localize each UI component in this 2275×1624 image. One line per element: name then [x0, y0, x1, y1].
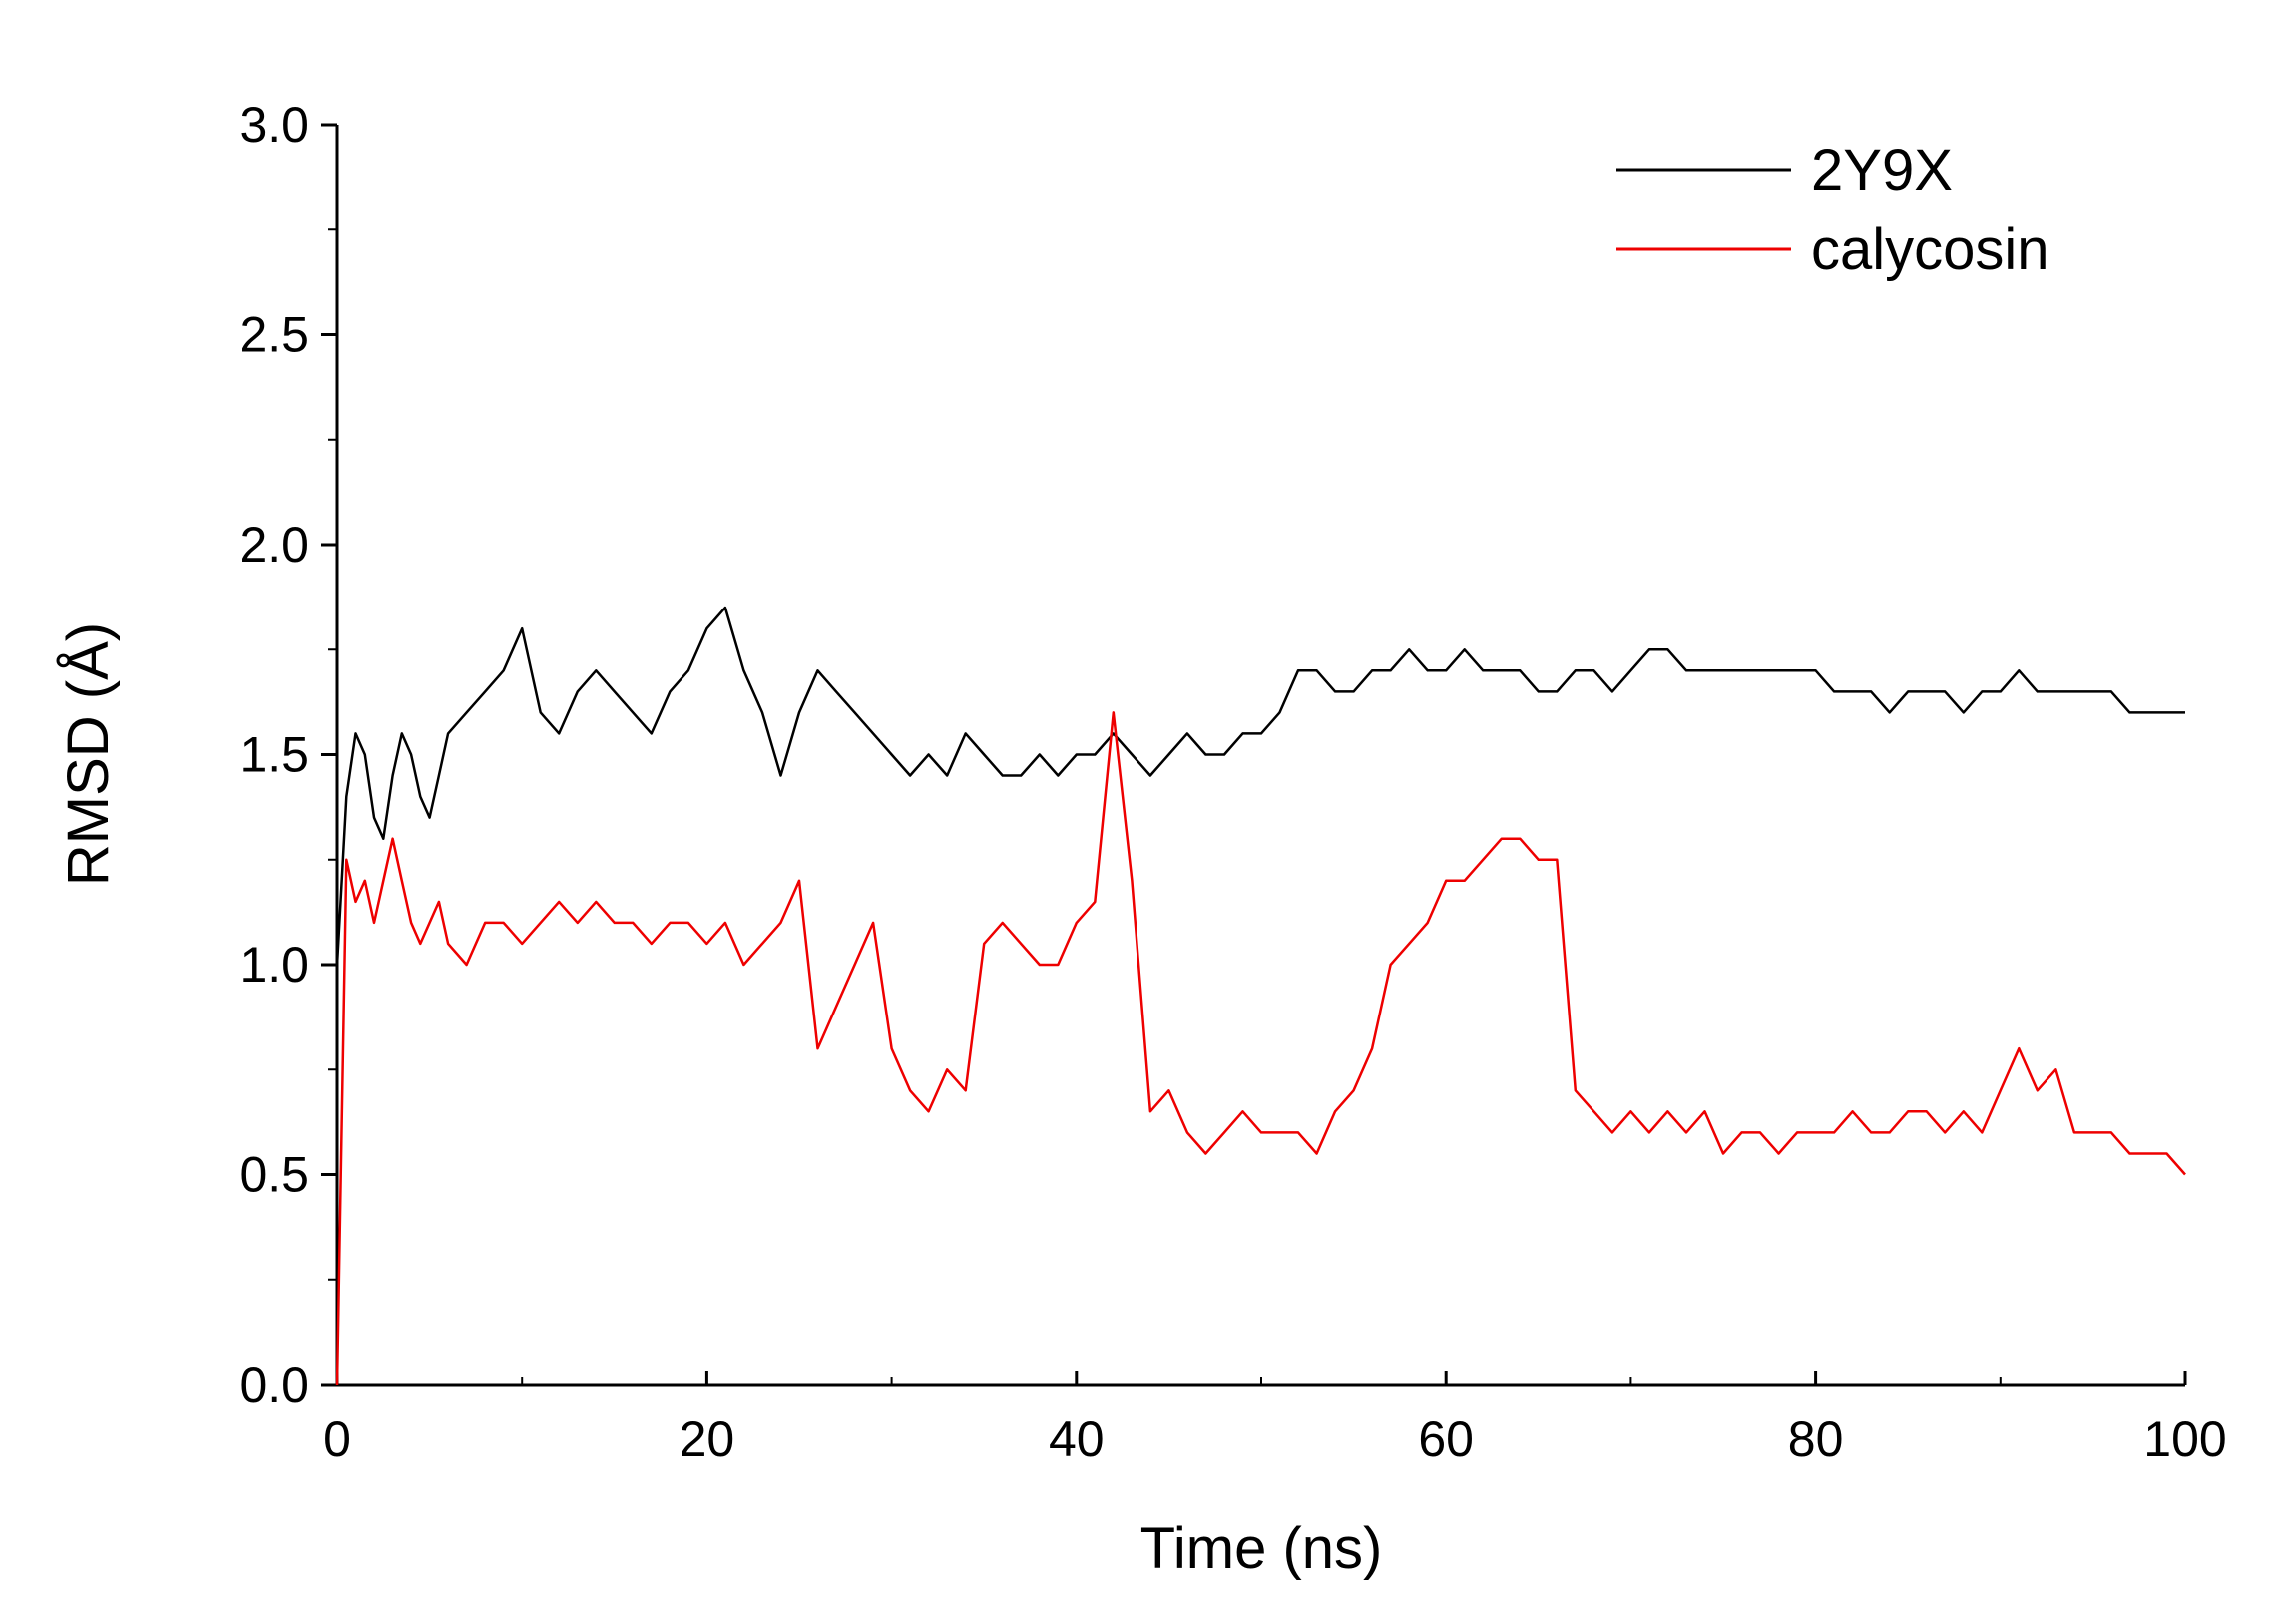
- series-line-calycosin: [335, 711, 2186, 1386]
- y-tick-label-3.0: 3.0: [239, 97, 309, 153]
- y-tick-label-0.5: 0.5: [239, 1147, 309, 1203]
- x-tick-label-40: 40: [1049, 1412, 1105, 1467]
- x-tick-label-20: 20: [680, 1412, 735, 1467]
- legend-label-2y9x: 2Y9X: [1811, 138, 1953, 203]
- series-line-2y9x: [335, 606, 2185, 966]
- x-tick-label-100: 100: [2143, 1412, 2226, 1467]
- x-axis-label: Time (ns): [1140, 1516, 1383, 1581]
- y-tick-label-1.5: 1.5: [239, 727, 309, 783]
- y-tick-label-0.0: 0.0: [239, 1357, 309, 1413]
- plot-area: 0 20 40 60 80 100 0.0 0.5 1.0 1.5 2.0 2.5 3.0: [239, 97, 2226, 1467]
- legend: 2Y9X calycosin: [1616, 138, 2049, 282]
- y-tick-group: 0.0 0.5 1.0 1.5 2.0 2.5 3.0: [239, 97, 337, 1413]
- x-tick-label-60: 60: [1418, 1412, 1474, 1467]
- x-tick-label-0: 0: [323, 1412, 351, 1467]
- legend-label-calycosin: calycosin: [1811, 217, 2049, 282]
- x-tick-label-80: 80: [1788, 1412, 1844, 1467]
- series-layer: [335, 606, 2186, 1386]
- x-tick-group: 0 20 40 60 80 100: [323, 1371, 2227, 1467]
- y-tick-label-1.0: 1.0: [239, 937, 309, 993]
- y-tick-label-2.0: 2.0: [239, 517, 309, 573]
- y-axis-label: RMSD (Å): [56, 622, 121, 886]
- y-tick-label-2.5: 2.5: [239, 307, 309, 363]
